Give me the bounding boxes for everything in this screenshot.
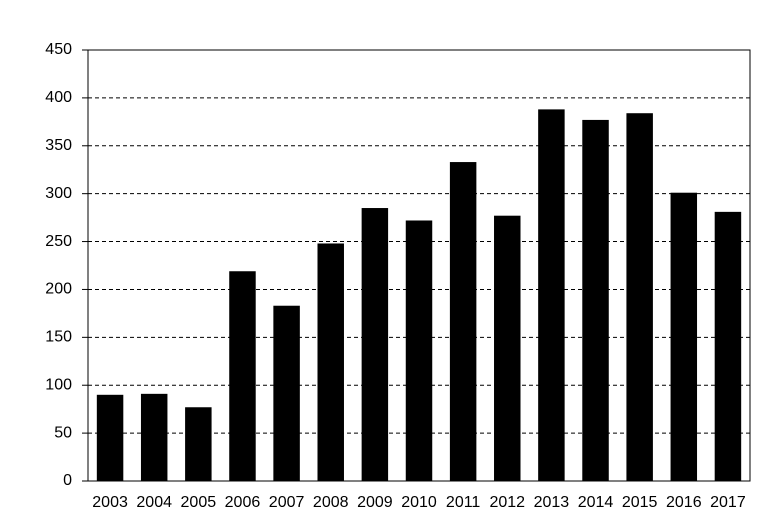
y-tick-label: 200	[45, 281, 72, 298]
bar	[273, 305, 300, 481]
y-tick-label: 150	[45, 329, 72, 346]
y-tick-label: 0	[63, 472, 72, 489]
bar	[229, 271, 256, 481]
x-tick-label: 2016	[666, 494, 702, 511]
x-tick-label: 2007	[269, 494, 305, 511]
bar	[185, 407, 212, 481]
bar	[317, 243, 344, 481]
bar	[494, 215, 521, 481]
x-tick-label: 2005	[181, 494, 217, 511]
x-tick-label: 2010	[401, 494, 437, 511]
bar	[582, 119, 609, 481]
x-tick-label: 2017	[710, 494, 746, 511]
y-tick-label: 100	[45, 376, 72, 393]
x-tick-label: 2014	[578, 494, 614, 511]
x-tick-label: 2009	[357, 494, 393, 511]
bar	[626, 113, 653, 482]
x-tick-label: 2006	[225, 494, 261, 511]
y-tick-label: 350	[45, 137, 72, 154]
y-tick-label: 50	[54, 424, 72, 441]
y-tick-label: 400	[45, 89, 72, 106]
x-tick-label: 2012	[489, 494, 525, 511]
x-tick-label: 2011	[446, 494, 481, 511]
x-tick-label: 2015	[622, 494, 658, 511]
x-tick-label: 2004	[136, 494, 172, 511]
bar	[361, 208, 389, 482]
bar	[714, 211, 742, 481]
plot-border	[87, 49, 751, 482]
y-tick-label: 250	[45, 233, 72, 250]
y-tick-label: 450	[45, 41, 72, 58]
x-tick-label: 2003	[92, 494, 128, 511]
bar	[96, 394, 124, 481]
bar	[538, 109, 565, 481]
bar	[405, 220, 433, 482]
y-tick-label: 300	[45, 185, 72, 202]
bar	[140, 393, 168, 481]
bar	[670, 192, 698, 481]
x-tick-label: 2013	[534, 494, 570, 511]
bar	[449, 162, 477, 481]
x-tick-label: 2008	[313, 494, 349, 511]
